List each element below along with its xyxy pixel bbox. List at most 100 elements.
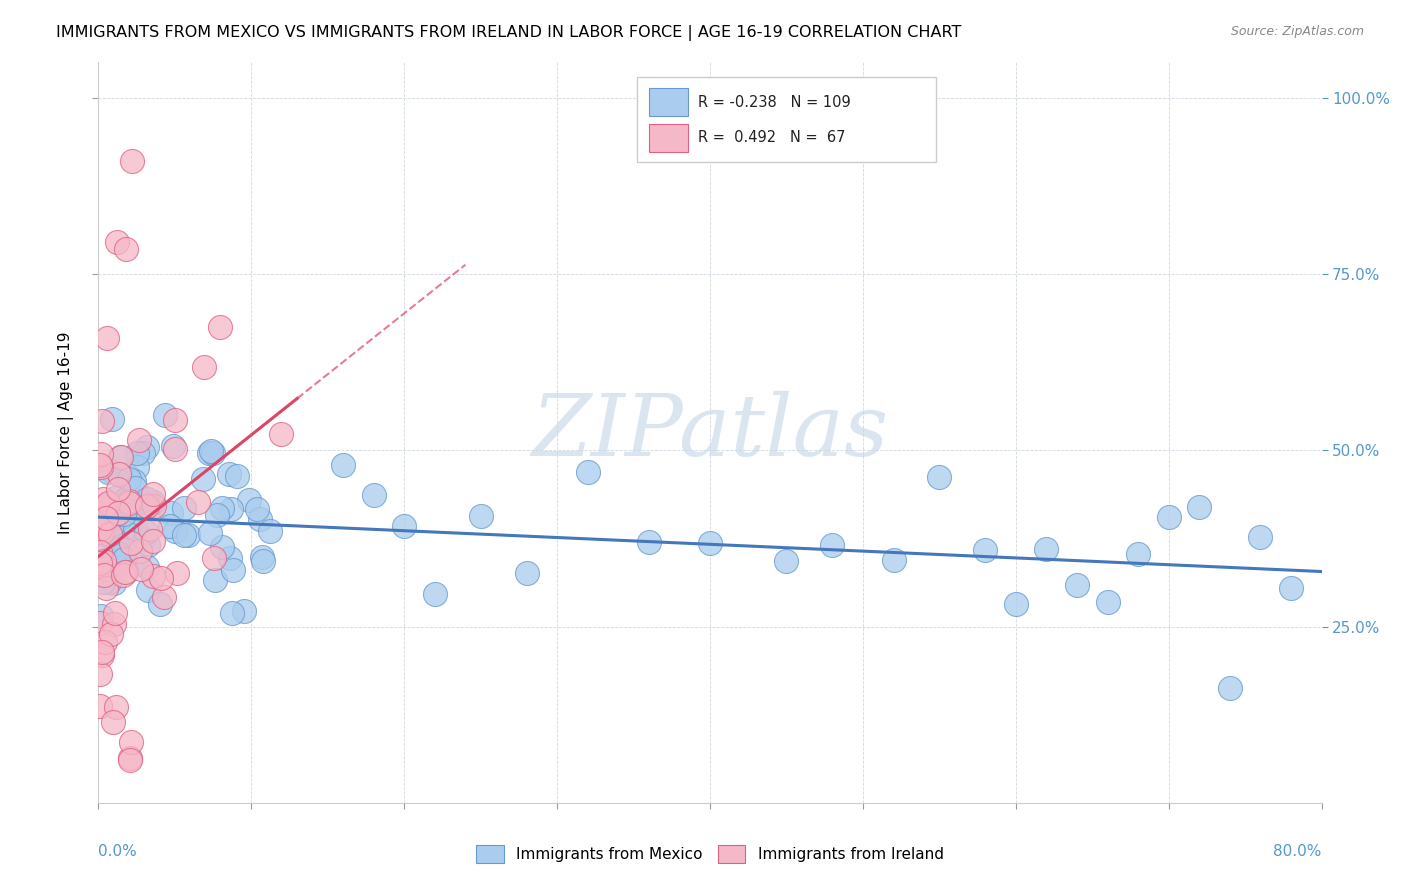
Point xyxy=(166,566,188,580)
Point xyxy=(91,562,114,576)
Point xyxy=(108,547,131,561)
Point xyxy=(107,467,129,481)
Point xyxy=(259,524,281,538)
Point xyxy=(423,587,446,601)
Point xyxy=(233,604,256,618)
Point xyxy=(1279,581,1302,595)
Point xyxy=(91,500,114,514)
Point xyxy=(142,486,165,500)
Point xyxy=(101,516,124,531)
Point xyxy=(108,468,131,483)
FancyBboxPatch shape xyxy=(648,124,688,152)
Point xyxy=(112,552,135,566)
Point xyxy=(135,525,157,540)
Point xyxy=(218,467,240,481)
Point xyxy=(94,548,117,562)
Point xyxy=(173,501,195,516)
Point xyxy=(100,627,122,641)
Point xyxy=(93,553,115,567)
Point xyxy=(103,576,125,591)
Point xyxy=(90,414,112,428)
Point xyxy=(162,439,184,453)
Point xyxy=(94,509,117,524)
Point xyxy=(125,459,148,474)
Point xyxy=(1157,509,1180,524)
Point xyxy=(110,450,132,464)
Point xyxy=(96,562,118,576)
Point xyxy=(149,598,172,612)
Point xyxy=(775,554,797,568)
Point xyxy=(135,499,157,513)
Point xyxy=(163,442,186,456)
Point xyxy=(115,242,138,256)
Point xyxy=(97,465,120,479)
Point xyxy=(107,482,129,496)
Point xyxy=(120,735,142,749)
Point xyxy=(1097,595,1119,609)
Point xyxy=(245,501,267,516)
Point xyxy=(118,494,141,508)
Point xyxy=(91,575,114,590)
Point xyxy=(91,645,114,659)
Point xyxy=(89,458,111,472)
Point xyxy=(202,446,225,460)
Point xyxy=(89,556,111,570)
Point xyxy=(974,543,997,558)
Point xyxy=(136,560,159,574)
Point xyxy=(142,500,165,514)
Point xyxy=(111,568,134,582)
Y-axis label: In Labor Force | Age 16-19: In Labor Force | Age 16-19 xyxy=(58,331,75,534)
Point xyxy=(637,535,661,549)
Point xyxy=(221,607,243,621)
Point xyxy=(392,519,416,533)
Point xyxy=(205,508,228,522)
Point xyxy=(363,488,385,502)
Point xyxy=(211,500,233,515)
Text: R =  0.492   N =  67: R = 0.492 N = 67 xyxy=(697,130,845,145)
Point xyxy=(177,528,200,542)
Point xyxy=(219,501,242,516)
Point xyxy=(94,635,117,649)
Point xyxy=(118,518,141,533)
Text: R = -0.238   N = 109: R = -0.238 N = 109 xyxy=(697,95,851,110)
Point xyxy=(91,491,114,506)
Point xyxy=(108,541,131,556)
Point xyxy=(118,754,141,768)
Point xyxy=(94,582,117,596)
Point xyxy=(193,472,215,486)
Point xyxy=(108,511,131,525)
Point xyxy=(125,505,148,519)
Point xyxy=(103,508,125,522)
Point xyxy=(114,566,136,580)
Text: IMMIGRANTS FROM MEXICO VS IMMIGRANTS FROM IRELAND IN LABOR FORCE | AGE 16-19 COR: IMMIGRANTS FROM MEXICO VS IMMIGRANTS FRO… xyxy=(56,25,962,41)
Point xyxy=(100,527,122,541)
Point xyxy=(125,496,148,510)
Point xyxy=(124,481,146,495)
Point xyxy=(101,714,124,729)
Point xyxy=(107,506,129,520)
Point xyxy=(150,570,173,584)
Point xyxy=(222,563,245,577)
Point xyxy=(1188,500,1211,514)
Point xyxy=(153,590,176,604)
Point xyxy=(138,499,160,513)
Point xyxy=(114,554,136,568)
Point xyxy=(159,519,181,533)
Point xyxy=(209,320,232,334)
Point xyxy=(136,583,159,598)
Point xyxy=(94,528,117,542)
Point xyxy=(1249,530,1271,544)
Point xyxy=(883,553,905,567)
Text: ZIPatlas: ZIPatlas xyxy=(531,392,889,474)
Point xyxy=(129,562,152,576)
Point xyxy=(1128,548,1150,562)
Point xyxy=(120,536,142,550)
Point xyxy=(155,408,177,422)
Point xyxy=(122,474,145,488)
Point xyxy=(107,544,129,558)
Point xyxy=(89,522,111,536)
Point xyxy=(108,450,131,464)
Point xyxy=(110,503,132,517)
Point xyxy=(89,699,111,714)
Point xyxy=(115,492,138,507)
